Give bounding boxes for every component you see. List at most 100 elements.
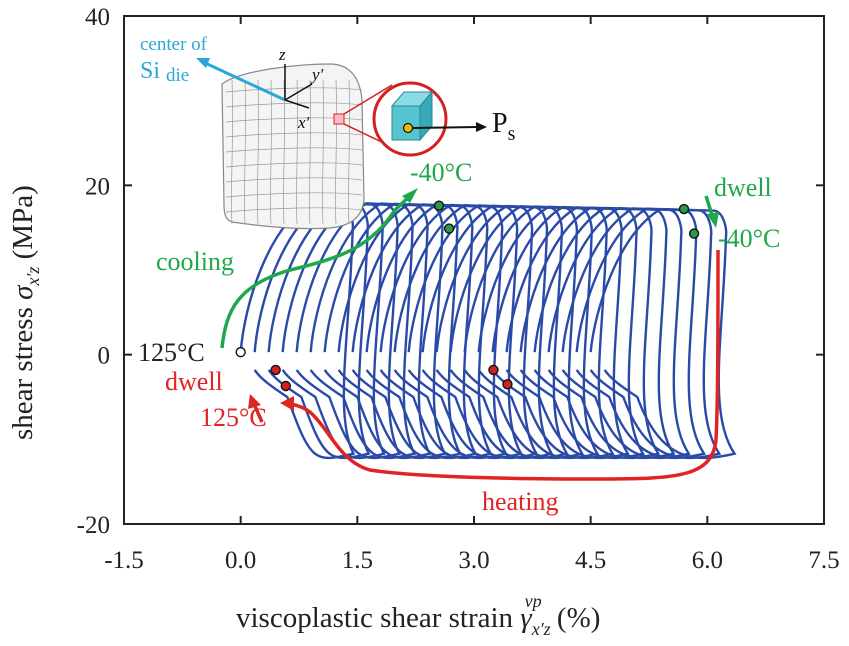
inset-axis-x bbox=[284, 99, 310, 109]
inset-center-arrowhead bbox=[196, 58, 210, 68]
dwell-point bbox=[678, 203, 690, 215]
svg-text:shear stress σx′z (MPa): shear stress σx′z (MPa) bbox=[7, 185, 43, 440]
x-axis-title-symbol: γ bbox=[520, 602, 533, 634]
heating-label: heating bbox=[482, 487, 559, 516]
x-axis-title-sup: vp bbox=[525, 591, 542, 611]
dwell-cold-label: dwell bbox=[714, 173, 772, 202]
dwell-point bbox=[280, 380, 291, 392]
mesh-line-h bbox=[225, 117, 363, 123]
loop-line bbox=[435, 204, 569, 460]
inset-point-ps bbox=[402, 122, 414, 134]
mesh-line-h bbox=[225, 132, 363, 138]
inset-ps-arrowhead bbox=[476, 122, 487, 132]
loop-line bbox=[295, 202, 417, 460]
loop-line bbox=[477, 205, 615, 460]
inset-axis-z-label: z bbox=[278, 45, 286, 64]
mesh-line-v bbox=[231, 79, 233, 225]
y-tick-label: 20 bbox=[85, 173, 110, 200]
hysteresis-loops bbox=[239, 201, 737, 460]
y-tick-label: 40 bbox=[85, 4, 110, 31]
y-axis-ticks: -20 0 20 40 bbox=[77, 4, 824, 539]
dwell-point bbox=[235, 346, 246, 358]
y-axis-title-sub: x′z bbox=[23, 267, 43, 287]
dwell-points bbox=[235, 200, 700, 392]
y-axis-title: shear stress σx′z (MPa) bbox=[7, 185, 43, 440]
inset-mesh bbox=[225, 79, 363, 225]
x-tick-label: 6.0 bbox=[692, 547, 723, 574]
x-tick-label: 0.0 bbox=[225, 547, 256, 574]
x-tick-label: 1.5 bbox=[342, 547, 373, 574]
dwell-point bbox=[502, 379, 513, 390]
dwell-cold-arrowhead bbox=[707, 212, 719, 228]
mesh-line-v bbox=[257, 79, 259, 225]
y-tick-label: -20 bbox=[77, 512, 110, 539]
mesh-line-v bbox=[309, 79, 311, 225]
loop-line bbox=[575, 207, 722, 460]
inset-axis-x-label: x′ bbox=[297, 113, 310, 132]
y-axis-title-text: shear stress bbox=[7, 307, 39, 440]
inset-ps-arrow bbox=[411, 126, 479, 129]
inset-zoom-line-top bbox=[343, 84, 393, 115]
dwell-hot-label: dwell bbox=[165, 367, 223, 396]
start-temp-label: 125°C bbox=[138, 338, 205, 367]
loop-line bbox=[491, 205, 630, 460]
inset-model: center of Si die z y′ x′ Ps bbox=[140, 34, 516, 230]
cooling-arrow bbox=[220, 192, 414, 349]
loop-line bbox=[323, 202, 447, 460]
loop-line bbox=[519, 206, 661, 460]
mesh-line-h bbox=[225, 207, 363, 213]
dwell-point bbox=[443, 223, 455, 234]
mesh-line-h bbox=[225, 177, 363, 183]
loop-line bbox=[309, 202, 432, 460]
inset-center-label-line2: Si die bbox=[140, 58, 189, 86]
heating-arrow bbox=[285, 249, 720, 481]
x-tick-label: -1.5 bbox=[104, 547, 144, 574]
mesh-line-v bbox=[348, 79, 350, 225]
cooling-arrowhead bbox=[402, 188, 418, 203]
x-axis-title-text: viscoplastic shear strain bbox=[236, 602, 514, 634]
dwell-point bbox=[270, 364, 281, 376]
loop-line bbox=[281, 201, 401, 460]
loop-line bbox=[393, 204, 523, 460]
dwell-point bbox=[688, 228, 700, 239]
x-axis-title-unit: (%) bbox=[557, 602, 600, 634]
y-tick-label: 0 bbox=[98, 343, 111, 370]
loop-line bbox=[267, 201, 386, 460]
heating-arrowhead bbox=[280, 396, 294, 411]
x-tick-label: 3.0 bbox=[458, 547, 489, 574]
x-tick-label: 7.5 bbox=[808, 547, 839, 574]
dwell-hot-arrow bbox=[252, 403, 264, 423]
mesh-line-v bbox=[244, 79, 246, 225]
x-axis-title-sub: x′z bbox=[531, 619, 551, 639]
mesh-line-v bbox=[270, 79, 272, 225]
mesh-line-h bbox=[225, 162, 363, 168]
dwell-cold-temp-label: -40°C bbox=[718, 224, 780, 253]
x-tick-label: 4.5 bbox=[575, 547, 606, 574]
loop-line bbox=[253, 201, 371, 460]
loop-line bbox=[547, 207, 691, 460]
mesh-line-h bbox=[225, 87, 363, 93]
inset-center-arrow bbox=[202, 60, 286, 102]
x-axis-title: viscoplastic shear strain γx′z vp (%) bbox=[236, 591, 600, 639]
x-axis-ticks: -1.5 0.0 1.5 3.0 4.5 6.0 7.5 bbox=[104, 16, 840, 574]
loop-line bbox=[449, 205, 584, 460]
mesh-line-h bbox=[225, 102, 363, 108]
loop-line bbox=[505, 206, 646, 460]
dwell-hot-arrowhead bbox=[248, 394, 261, 409]
loop-line bbox=[379, 203, 508, 460]
dwell-point bbox=[488, 364, 499, 376]
mesh-line-v bbox=[335, 79, 337, 225]
inset-cube-front bbox=[391, 105, 421, 141]
inset-element-marker bbox=[333, 113, 345, 125]
cooling-label: cooling bbox=[156, 247, 234, 276]
mesh-line-v bbox=[296, 79, 298, 225]
loop-line bbox=[463, 205, 600, 460]
inset-ps-label: Ps bbox=[492, 108, 516, 145]
inset-axis-y-label: y′ bbox=[310, 65, 324, 84]
y-axis-title-unit: (MPa) bbox=[7, 185, 39, 259]
loop-line bbox=[533, 206, 676, 460]
inset-center-label-line1: center of bbox=[140, 34, 208, 55]
dwell-hot-temp-label: 125°C bbox=[200, 403, 267, 432]
mesh-line-v bbox=[322, 79, 324, 225]
